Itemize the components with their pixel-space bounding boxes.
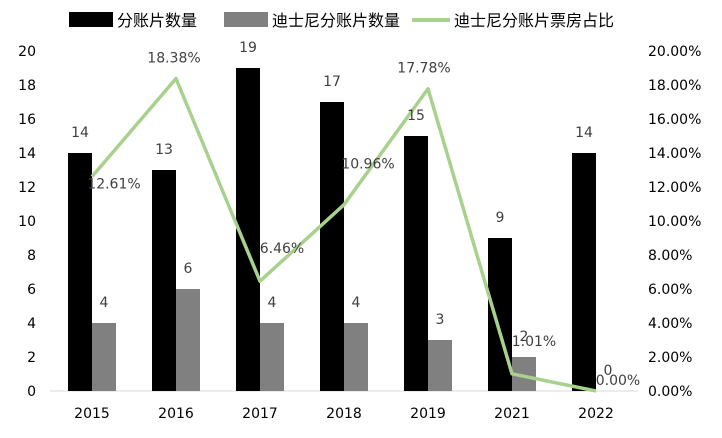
bar-disney-value-label: 4: [352, 295, 361, 311]
right-axis-tick-label: 20.00%: [648, 44, 701, 60]
right-axis-tick-label: 6.00%: [648, 282, 692, 298]
bar-disney: [176, 289, 200, 391]
left-axis: 0 2 4 6 8 10 12 14 16 18 20: [18, 44, 36, 400]
bar-total-value-label: 13: [155, 142, 173, 158]
bar-disney-value-label: 4: [268, 295, 277, 311]
right-axis-tick-label: 10.00%: [648, 214, 701, 230]
right-axis-tick-label: 4.00%: [648, 316, 692, 332]
bars: [68, 68, 596, 391]
left-axis-tick-label: 14: [18, 146, 36, 162]
bar-disney-value-label: 4: [100, 295, 109, 311]
legend-swatch: [69, 12, 113, 27]
right-axis-tick-label: 16.00%: [648, 112, 701, 128]
left-axis-tick-label: 10: [18, 214, 36, 230]
bar-disney: [260, 323, 284, 391]
bar-disney-value-label: 3: [436, 312, 445, 328]
x-tick-label: 2017: [242, 406, 278, 422]
bar-total-value-label: 14: [71, 125, 89, 141]
legend-swatch: [224, 12, 268, 27]
bar-disney-value-label: 6: [184, 261, 193, 277]
right-axis: 0.00% 2.00% 4.00% 6.00% 8.00% 10.00% 12.00% 14.…: [648, 44, 701, 400]
bar-total: [488, 238, 512, 391]
left-axis-tick-label: 18: [18, 78, 36, 94]
legend: 分账片数量 迪士尼分账片数量 迪士尼分账片票房占比: [69, 11, 614, 30]
x-tick-label: 2016: [158, 406, 194, 422]
right-axis-tick-label: 8.00%: [648, 248, 692, 264]
left-axis-tick-label: 12: [18, 180, 36, 196]
bar-total-value-label: 17: [323, 74, 341, 90]
x-tick-label: 2022: [578, 406, 614, 422]
line-value-label: 0.00%: [596, 373, 640, 389]
line-value-label: 12.61%: [87, 177, 140, 193]
x-axis-ticks: 2015 2016 2017 2018 2019 2021 2022: [74, 406, 614, 422]
x-tick-label: 2021: [494, 406, 530, 422]
left-axis-tick-label: 0: [27, 384, 36, 400]
bar-disney: [344, 323, 368, 391]
left-axis-tick-label: 6: [27, 282, 36, 298]
bar-disney-value-label: 0: [604, 363, 613, 379]
left-axis-tick-label: 8: [27, 248, 36, 264]
bar-total-value-label: 14: [575, 125, 593, 141]
line-series: [90, 76, 597, 393]
right-axis-tick-label: 14.00%: [648, 146, 701, 162]
line-value-label: 6.46%: [260, 241, 304, 257]
data-labels: 14 13 19 17 15 9 14 4 6 4 4 3 2 0 12.61% 18.38% 6.46% 10.…: [71, 40, 640, 389]
left-axis-tick-label: 20: [18, 44, 36, 60]
right-axis-tick-label: 2.00%: [648, 350, 692, 366]
line-value-label: 18.38%: [147, 51, 200, 67]
left-axis-tick-label: 16: [18, 112, 36, 128]
bar-disney: [92, 323, 116, 391]
left-axis-tick-label: 4: [27, 316, 36, 332]
bar-total: [68, 153, 92, 391]
bar-total-value-label: 15: [407, 108, 425, 124]
x-tick-label: 2018: [326, 406, 362, 422]
left-axis-tick-label: 2: [27, 350, 36, 366]
bar-total-value-label: 19: [239, 40, 257, 56]
bar-total: [572, 153, 596, 391]
bar-total: [404, 136, 428, 391]
bar-total: [152, 170, 176, 391]
line-value-label: 1.01%: [512, 334, 556, 350]
x-tick-label: 2019: [410, 406, 446, 422]
bar-disney: [428, 340, 452, 391]
bar-disney-value-label: 2: [520, 329, 529, 345]
right-axis-tick-label: 12.00%: [648, 180, 701, 196]
line-value-label: 17.78%: [397, 61, 450, 77]
legend-label: 迪士尼分账片数量: [272, 11, 400, 30]
bar-total-value-label: 9: [496, 210, 505, 226]
right-axis-tick-label: 0.00%: [648, 384, 692, 400]
line-value-label: 10.96%: [341, 157, 394, 173]
legend-label: 迪士尼分账片票房占比: [454, 11, 614, 30]
line-ratio: [90, 76, 597, 393]
right-axis-tick-label: 18.00%: [648, 78, 701, 94]
legend-label: 分账片数量: [117, 11, 197, 30]
x-tick-label: 2015: [74, 406, 110, 422]
bar-total: [320, 102, 344, 391]
